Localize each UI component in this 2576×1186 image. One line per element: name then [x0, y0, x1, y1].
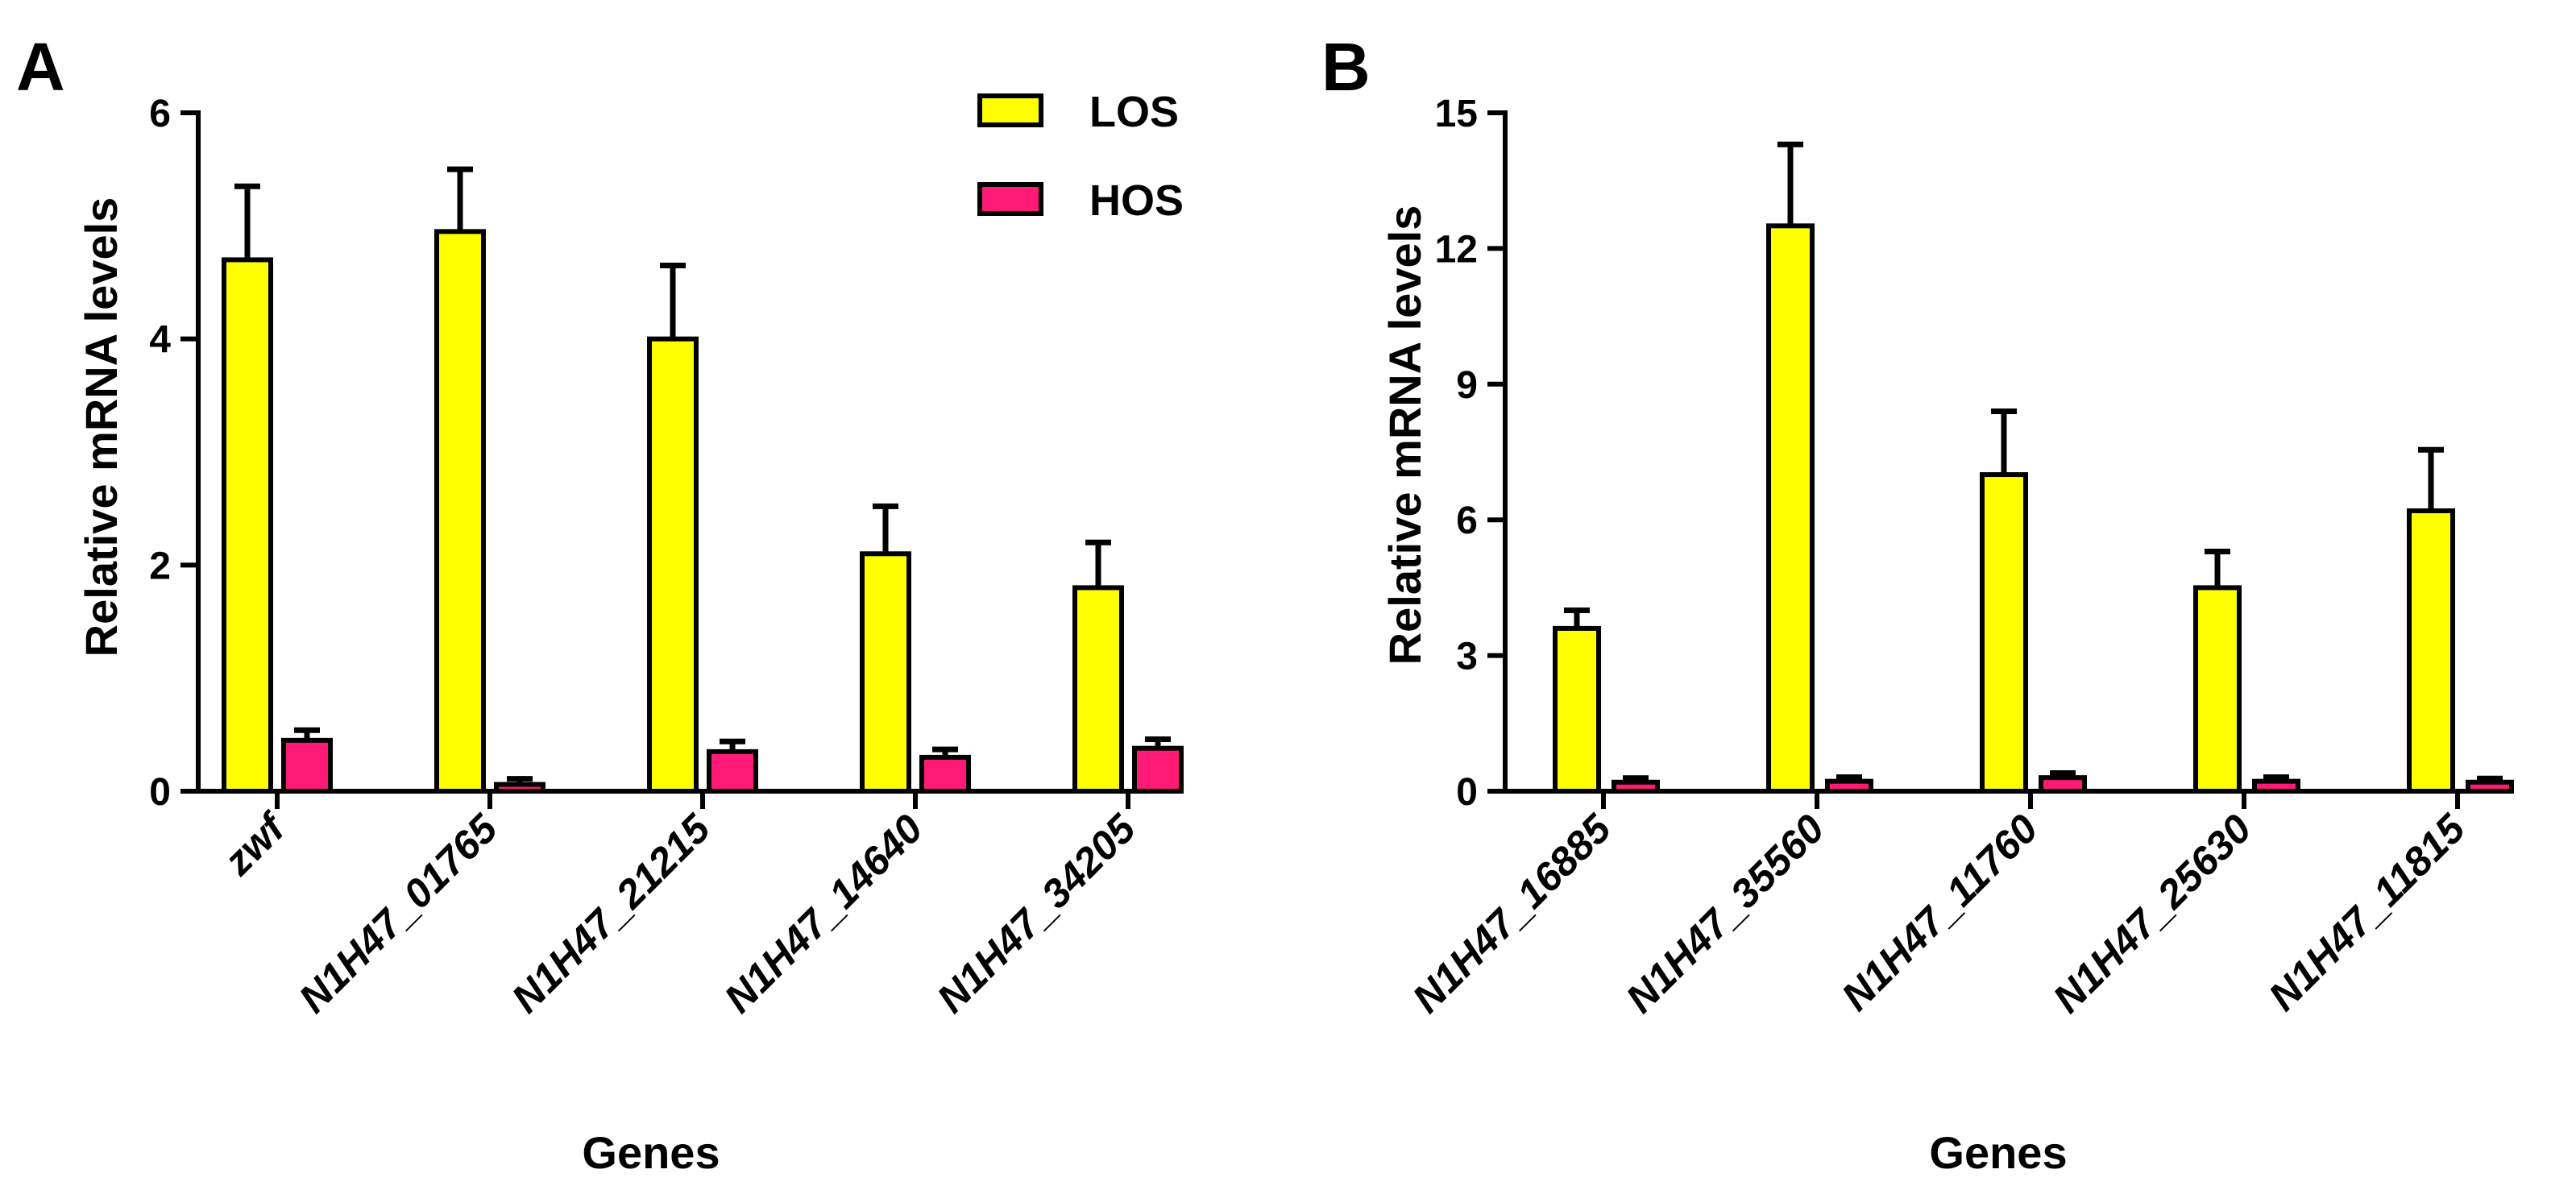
- panel-a-los-bar: [860, 551, 911, 794]
- panel-b-category-label: N1H47_35560: [1617, 806, 1833, 1022]
- panel-a-los-bar: [222, 257, 273, 794]
- panel-b: B Relative mRNA levels Genes 0 3 6 9 12 15 N1H…: [1321, 29, 2514, 1178]
- panel-a-y-tick-label: 0: [149, 771, 171, 814]
- panel-b-y-tick-label: 3: [1456, 636, 1478, 678]
- panel-a-y-tick-label: 4: [149, 319, 171, 362]
- legend-hos-label: HOS: [1089, 176, 1184, 225]
- panel-a-legend: LOS HOS: [977, 88, 1184, 225]
- panel-a-category-label: N1H47_01765: [290, 805, 506, 1021]
- panel-a-los-bar: [434, 229, 486, 794]
- panel-b-los-bar: [1980, 472, 2028, 794]
- panel-b-los-bar: [1553, 625, 1601, 794]
- panel-b-x-axis-title: Genes: [1929, 1127, 2067, 1178]
- panel-b-letter: B: [1321, 29, 1371, 105]
- panel-b-y-tick-label: 6: [1456, 500, 1478, 542]
- panel-a-category-label: N1H47_14640: [716, 806, 931, 1022]
- panel-a-y-tick-label: 6: [149, 93, 171, 135]
- panel-b-category-label: N1H47_16885: [1404, 805, 1620, 1021]
- panel-a-los-bar: [1072, 585, 1124, 794]
- panel-b-los-bar: [1766, 223, 1815, 794]
- panel-b-y-tick-label: 0: [1456, 771, 1478, 814]
- panel-a-y-tick-label: 2: [149, 545, 171, 587]
- panel-a-hos-bar: [1132, 745, 1184, 794]
- legend-los-swatch: [977, 93, 1043, 127]
- panel-a-letter: A: [16, 29, 65, 105]
- panel-b-y-tick-label: 15: [1435, 93, 1478, 135]
- panel-a-hos-bar: [281, 737, 333, 794]
- panel-a-category-label: N1H47_21215: [503, 805, 719, 1021]
- panel-a-los-bar: [647, 336, 699, 794]
- panel-b-category-label: N1H47_11760: [1833, 806, 2047, 1019]
- legend-los-label: LOS: [1089, 88, 1179, 136]
- panel-a-hos-bar: [919, 754, 971, 794]
- panel-b-category-label: N1H47_11815: [2260, 805, 2474, 1019]
- panel-a-x-axis-title: Genes: [582, 1127, 720, 1178]
- panel-a-plot-area: 0 2 4 6 zwfN1H47_01765N1H47_21215N1H47_14640…: [149, 93, 1184, 1022]
- legend-hos-swatch: [977, 182, 1043, 216]
- panel-a-hos-bar: [707, 749, 758, 794]
- panel-b-category-label: N1H47_25630: [2044, 806, 2260, 1022]
- panel-b-y-axis-title: Relative mRNA levels: [1379, 205, 1430, 666]
- panel-a-category-label: zwf: [215, 803, 296, 884]
- panel-b-los-bar: [2193, 585, 2242, 794]
- panel-b-y-tick-label: 9: [1456, 364, 1478, 407]
- panel-a-y-axis-title: Relative mRNA levels: [76, 197, 127, 657]
- panel-a-category-label: N1H47_34205: [928, 805, 1144, 1021]
- panel-b-los-bar: [2407, 508, 2455, 794]
- panel-b-y-tick-label: 12: [1435, 228, 1478, 271]
- panel-a: A Relative mRNA levels Genes 0246zwfN1H4…: [16, 29, 1184, 1178]
